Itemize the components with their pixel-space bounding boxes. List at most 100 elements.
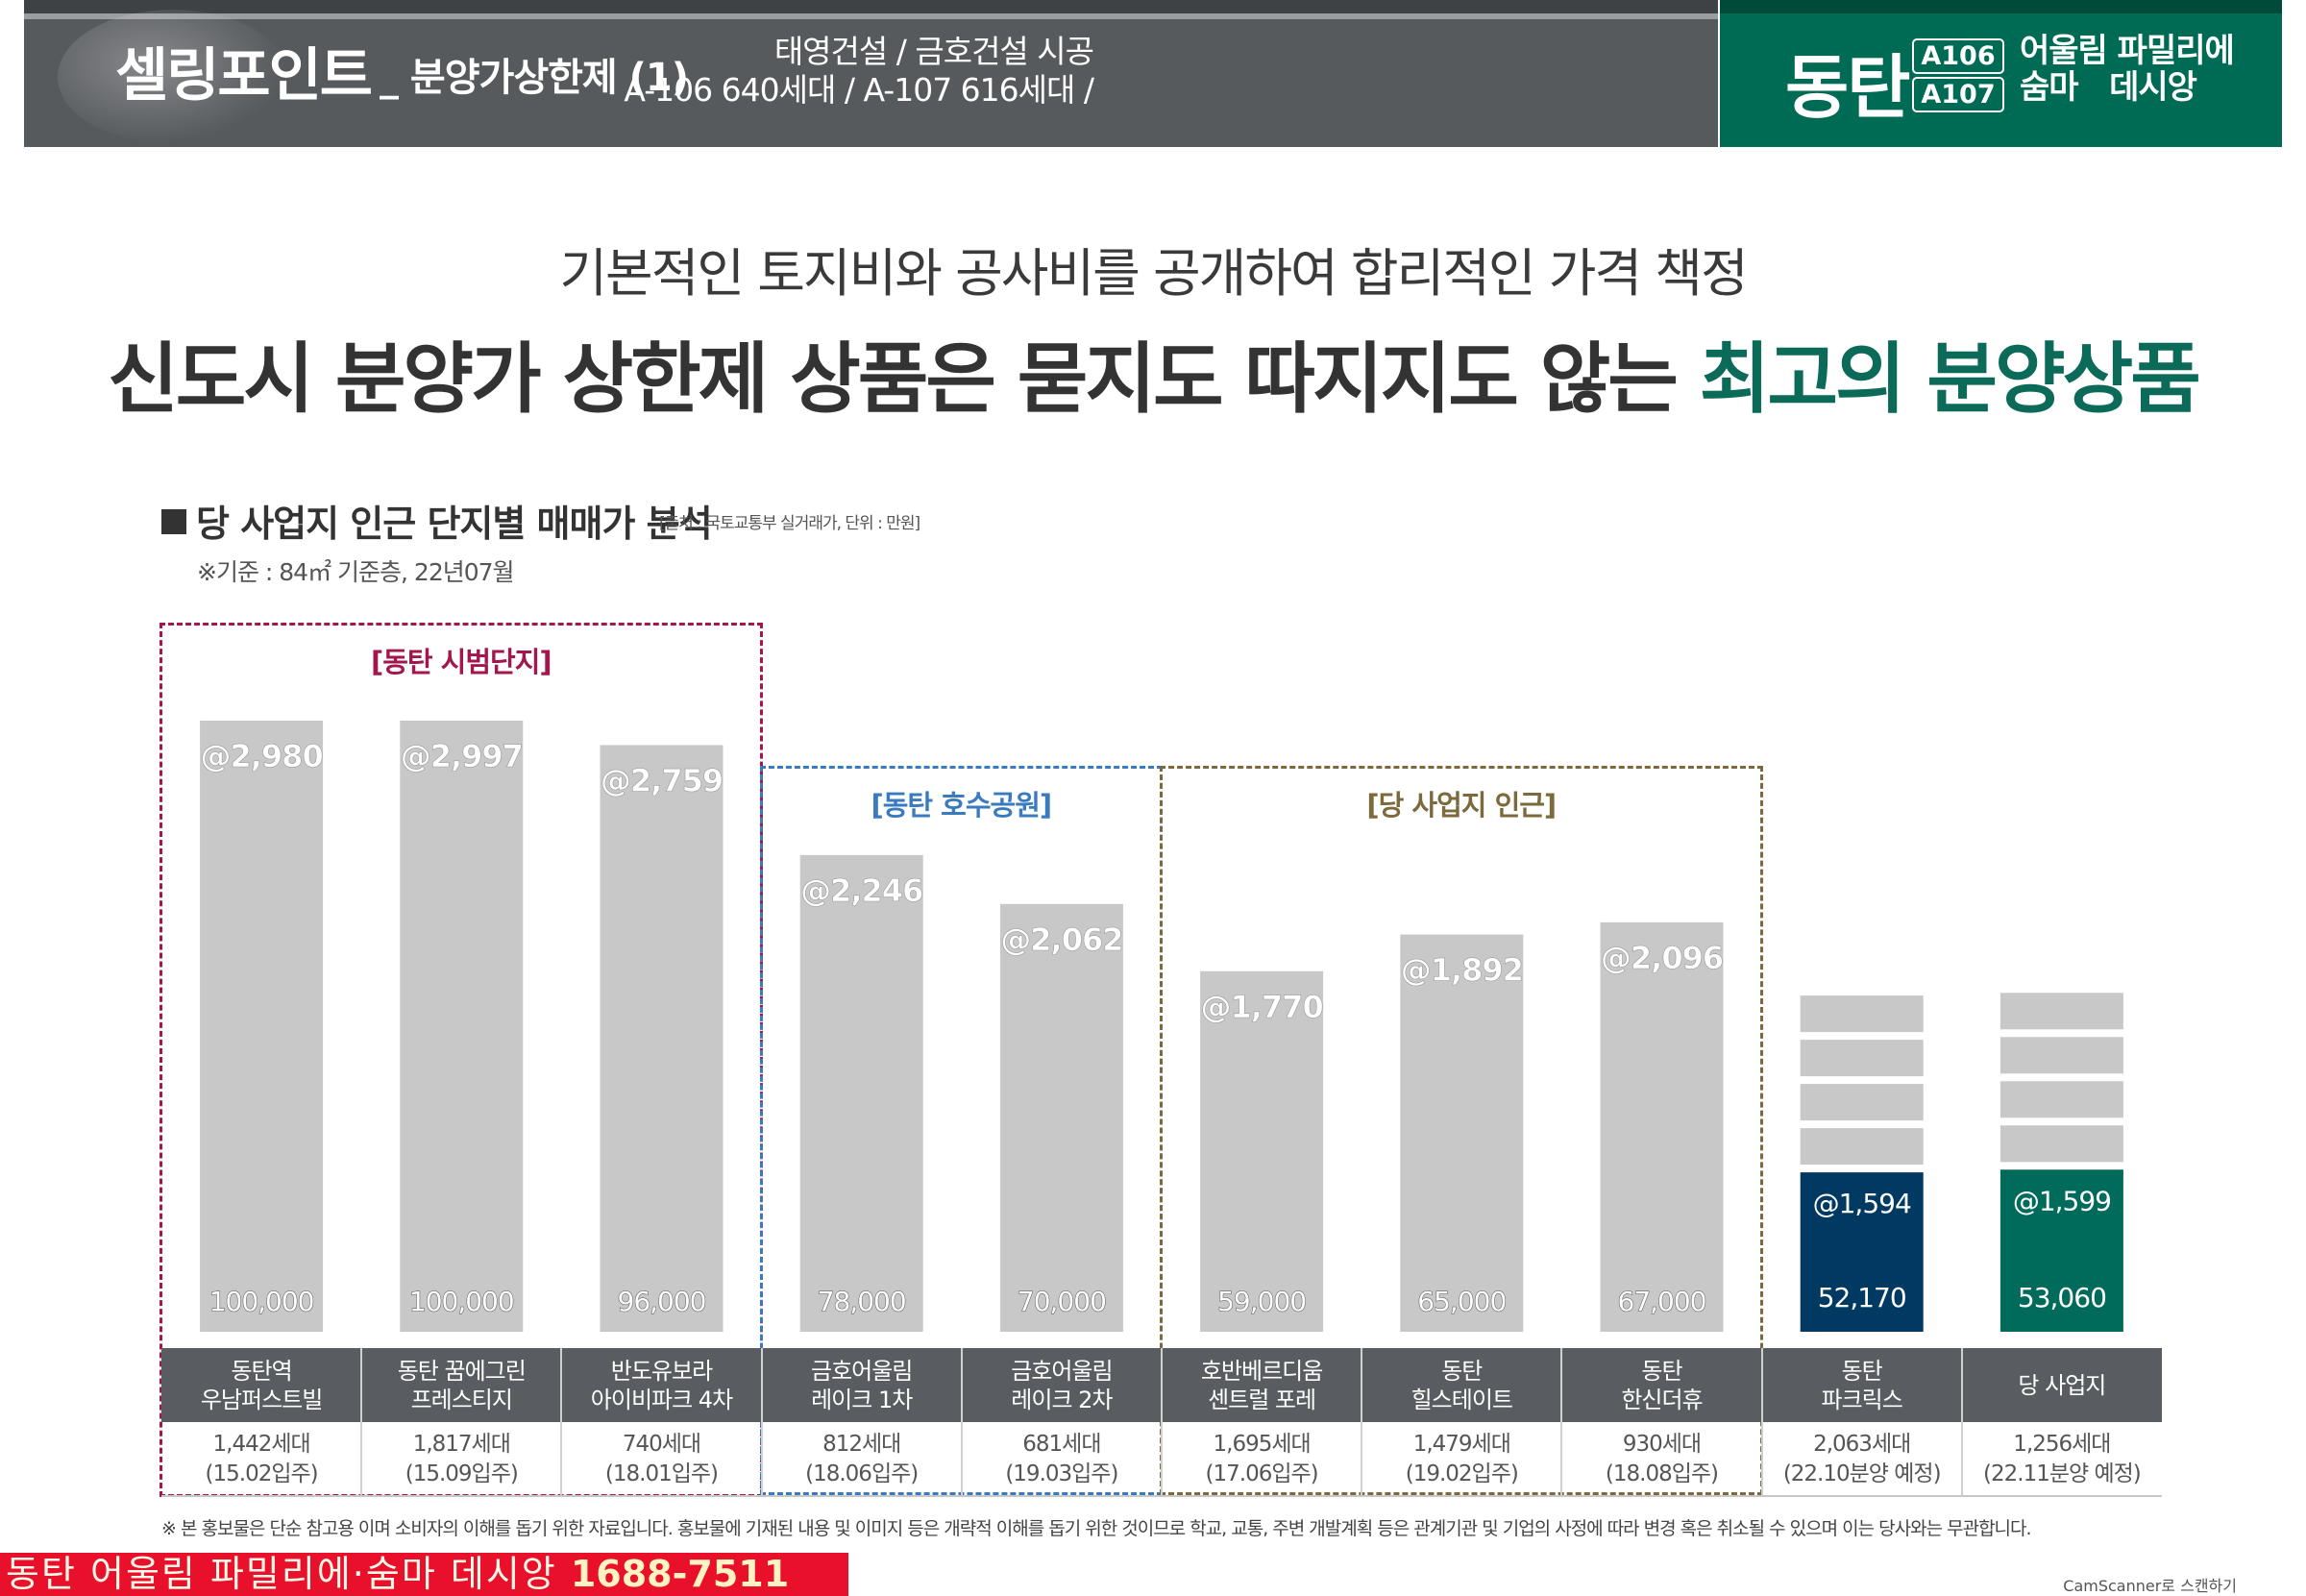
builder-line-2: A-106 640세대 / A-107 616세대 / [624,71,1094,109]
section-heading: 당 사업지 인근 단지별 매매가 분석 [161,494,713,547]
section-heading-text: 당 사업지 인근 단지별 매매가 분석 [196,503,713,545]
brand-code-a106: A106 [1912,38,2004,74]
table-sub-cell: 1,479세대 (19.02입주) [1405,1432,1519,1486]
table-header-cell: 당 사업지 [2018,1371,2106,1399]
brand-logo-panel: 동탄 A106 A107 어울림 파밀리에 숨마 데시앙 [1720,0,2282,147]
unit-price-label: @2,062 [1000,921,1122,958]
stacked-segment [1999,1037,2123,1074]
table-sub-cell: 1,442세대 (15.02입주) [205,1432,319,1486]
contact-banner: 동탄 어울림 파밀리에·숨마 데시앙 1688-7511 [0,1553,848,1596]
table-sub-cell: 2,063세대 (22.10분양 예정) [1782,1432,1942,1486]
table-sub-cell: 930세대 (18.08입주) [1605,1432,1719,1486]
table-header-cell: 동탄 한신더휴 [1621,1357,1703,1413]
brand-codes: A106 A107 [1912,38,2004,115]
header-top-stripe [24,0,1718,13]
header-dark-panel: 셀링포인트 _ 분양가상한제 (1) 태영건설 / 금호건설 시공 A-106 … [24,0,1718,147]
page-header: 셀링포인트 _ 분양가상한제 (1) 태영건설 / 금호건설 시공 A-106 … [24,0,2282,147]
value-label: 100,000 [209,1286,314,1317]
value-label: 96,000 [618,1286,706,1317]
section-source: [출처 : 국토교통부 실거래가, 단위 : 만원] [659,514,920,533]
value-label: 53,060 [2018,1282,2106,1314]
table-sub-cell: 1,817세대 (15.09입주) [405,1432,519,1486]
value-label: 59,000 [1217,1286,1306,1317]
table-header-cell: 동탄역 우남퍼스트빌 [200,1357,323,1413]
table-divider [960,1348,963,1495]
bar [1600,921,1724,1332]
headline-line-1: 기본적인 토지비와 공사비를 공개하여 합리적인 가격 책정 [559,243,1748,304]
table-divider [1361,1348,1363,1495]
builder-line-1: 태영건설 / 금호건설 시공 [773,33,1094,70]
bar [1800,1172,1924,1332]
brand-top-stripe [1720,0,2282,13]
bar [1999,1169,2123,1332]
group-label: [당 사업지 인근] [1366,789,1557,822]
scanner-watermark: CamScanner로 스캔하기 [2063,1577,2237,1595]
unit-price-label: @1,594 [1813,1188,1911,1219]
table-header-cell: 동탄 파크릭스 [1821,1357,1903,1413]
banner-phone: 1688-7511 [570,1553,790,1595]
value-label: 65,000 [1417,1286,1506,1317]
section-basis: ※기준 : 84㎡ 기준층, 22년07월 [197,558,515,586]
table-bottom-rule [161,1495,2162,1497]
header-light-stripe [24,13,1718,19]
stacked-segment [1999,993,2123,1030]
table-divider [360,1348,363,1495]
table-header-cell: 동탄 힐스테이트 [1411,1357,1513,1413]
stacked-segment [1800,1128,1924,1166]
table-divider [560,1348,563,1495]
header-subtitle: _ 분양가상한제 (1) [380,56,689,100]
unit-price-label: @1,599 [2013,1185,2111,1216]
table-divider [1161,1348,1163,1495]
headline-prefix: 신도시 분양가 상한제 상품은 묻지도 따지지도 않는 [108,334,1679,424]
bar [799,854,923,1332]
stacked-segment [1999,1081,2123,1118]
table-divider [1560,1348,1563,1495]
headline-line-2: 신도시 분양가 상한제 상품은 묻지도 따지지도 않는 최고의 분양상품 [0,317,2306,429]
unit-price-label: @2,246 [800,872,922,909]
table-sub-cell: 681세대 (19.03입주) [1005,1432,1118,1486]
value-label: 70,000 [1018,1286,1106,1317]
unit-price-label: @1,770 [1200,989,1322,1025]
stacked-segment [1800,1040,1924,1077]
brand-name-line-1: 어울림 파밀리에 [2020,32,2235,70]
unit-price-label: @2,997 [401,738,523,774]
table-sub-cell: 812세대 (18.06입주) [805,1432,919,1486]
table-header-cell: 동탄 꿈에그린 프레스티지 [397,1357,527,1413]
group-label: [동탄 시범단지] [370,646,552,678]
table-header-cell: 호반베르디움 센트럴 포레 [1200,1357,1323,1413]
value-label: 67,000 [1618,1286,1706,1317]
stacked-segment [1800,995,1924,1033]
value-label: 78,000 [818,1286,906,1317]
unit-price-label: @2,759 [601,762,723,798]
header-title: 셀링포인트 [115,42,373,110]
group-label: [동탄 호수공원] [871,789,1052,822]
value-label: 100,000 [409,1286,514,1317]
bar [600,745,724,1332]
square-bullet-icon [161,509,186,534]
unit-price-label: @2,096 [1601,940,1723,976]
stacked-segment [1999,1125,2123,1163]
unit-price-label: @1,892 [1401,952,1523,989]
bar [200,721,324,1332]
table-sub-cell: 740세대 (18.01입주) [604,1432,719,1486]
table-header-cell: 금호어울림 레이크 1차 [810,1357,913,1413]
bar [1400,934,1524,1332]
brand-name: 어울림 파밀리에 숨마 데시앙 [2020,32,2235,106]
headline-highlight: 최고의 분양상품 [1699,334,2201,424]
value-label: 52,170 [1818,1282,1906,1314]
bar [400,721,524,1332]
header-builder-info: 태영건설 / 금호건설 시공 A-106 640세대 / A-107 616세대… [624,33,1094,110]
table-sub-cell: 1,256세대 (22.11분양 예정) [1983,1432,2142,1486]
unit-price-label: @2,980 [200,738,322,774]
table-divider [1960,1348,1963,1495]
table-header-cell: 반도유보라 아이비파크 4차 [590,1357,733,1413]
table-divider [1760,1348,1763,1495]
table-divider [760,1348,763,1495]
header-swoosh-decoration [58,10,288,144]
stacked-segment [1800,1084,1924,1121]
disclaimer-footnote: ※ 본 홍보물은 단순 참고용 이며 소비자의 이해를 돕기 위한 자료입니다.… [161,1518,2032,1539]
brand-code-a107: A107 [1912,77,2004,112]
banner-text: 동탄 어울림 파밀리에·숨마 데시앙 [6,1553,571,1595]
table-sub-cell: 1,695세대 (17.06입주) [1205,1432,1319,1486]
